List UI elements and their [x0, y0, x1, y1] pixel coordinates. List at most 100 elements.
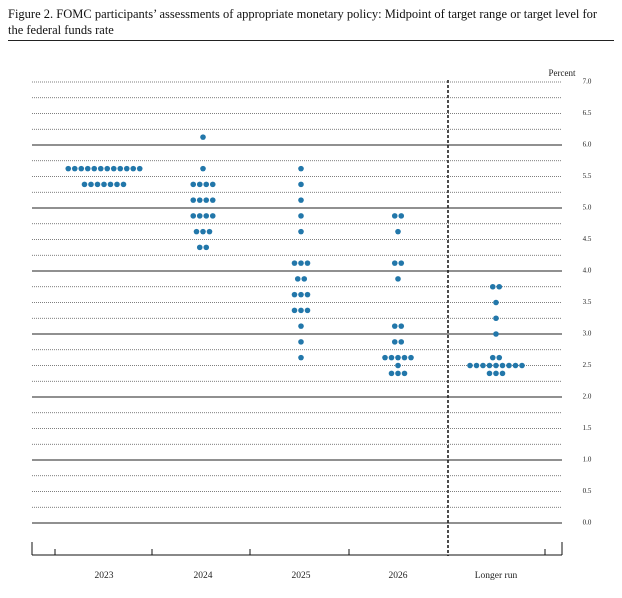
dot	[91, 165, 98, 172]
dot	[298, 165, 304, 172]
dot	[391, 323, 398, 329]
dot	[291, 260, 298, 266]
dot	[493, 362, 499, 369]
dot	[398, 339, 405, 345]
dot	[486, 370, 493, 377]
dot	[395, 276, 401, 282]
dot	[104, 165, 111, 172]
dot	[200, 165, 206, 172]
y-tick-label: 3.5	[583, 298, 592, 306]
dot	[467, 362, 473, 369]
dot	[101, 181, 107, 188]
dot	[298, 181, 304, 188]
dot	[298, 307, 304, 314]
dot	[401, 354, 408, 361]
dot	[398, 323, 405, 329]
dot	[391, 339, 398, 345]
dot	[203, 244, 210, 251]
x-tick-label: 2024	[194, 571, 213, 581]
title-rule	[8, 40, 614, 41]
dot	[298, 213, 304, 219]
dot	[130, 165, 137, 172]
dot	[97, 165, 104, 172]
dot	[120, 181, 127, 188]
dot	[480, 362, 486, 369]
dot	[298, 260, 304, 266]
dot	[512, 362, 519, 369]
dot	[190, 181, 197, 188]
dot	[489, 283, 496, 290]
dot	[398, 260, 405, 266]
dot	[489, 354, 496, 361]
dot	[294, 276, 301, 282]
dot	[206, 228, 213, 235]
y-tick-label: 0.5	[583, 487, 592, 495]
y-tick-label: 4.0	[583, 267, 592, 275]
dot	[398, 213, 405, 219]
dot	[298, 323, 304, 329]
dot	[408, 354, 414, 361]
y-tick-label: 1.0	[583, 456, 592, 464]
dot	[114, 181, 120, 188]
dot	[391, 260, 398, 266]
dot	[298, 354, 304, 361]
y-tick-label: 4.5	[583, 235, 592, 243]
dot	[395, 362, 401, 369]
dot	[395, 228, 401, 235]
dot	[203, 181, 210, 188]
dot	[78, 165, 85, 172]
dot	[298, 197, 304, 203]
dot	[291, 307, 298, 314]
dot	[71, 165, 78, 172]
dot	[401, 370, 408, 377]
y-tick-label: 5.5	[583, 172, 592, 180]
dot	[203, 213, 210, 219]
x-tick-label: 2026	[389, 571, 408, 581]
chart-title: Figure 2. FOMC participants’ assessments…	[8, 7, 598, 37]
y-tick-label: 6.5	[583, 109, 592, 117]
dot	[200, 228, 206, 235]
dot	[123, 165, 130, 172]
dot	[298, 339, 304, 345]
dot	[196, 181, 203, 188]
y-tick-label: 2.5	[583, 361, 592, 369]
dot	[493, 299, 499, 306]
dot	[395, 370, 401, 377]
y-tick-label: 5.0	[583, 204, 592, 212]
dot	[190, 197, 197, 203]
y-tick-label: 3.0	[583, 330, 592, 338]
dot	[298, 228, 304, 235]
dot	[84, 165, 91, 172]
dot	[81, 181, 88, 188]
dot	[196, 244, 203, 251]
dot	[506, 362, 512, 369]
dot	[136, 165, 143, 172]
y-tick-label: 6.0	[583, 141, 592, 149]
dot	[110, 165, 117, 172]
x-tick-label: 2025	[292, 571, 311, 581]
y-tick-label: 2.0	[583, 393, 592, 401]
dot	[107, 181, 114, 188]
dot	[94, 181, 101, 188]
dot	[65, 165, 72, 172]
dot	[519, 362, 525, 369]
dot	[388, 370, 395, 377]
x-tick-label: 2023	[95, 571, 114, 581]
dot	[499, 362, 506, 369]
dot	[382, 354, 388, 361]
dot	[117, 165, 124, 172]
dot	[209, 181, 216, 188]
dot	[304, 260, 311, 266]
dot	[209, 213, 216, 219]
dot	[298, 291, 304, 298]
y-axis-label: Percent	[549, 68, 576, 78]
dot	[496, 283, 503, 290]
dot	[486, 362, 493, 369]
y-tick-label: 7.0	[583, 78, 592, 86]
dot	[200, 134, 206, 140]
dot	[88, 181, 94, 188]
dot	[493, 370, 499, 377]
dot	[304, 291, 311, 298]
